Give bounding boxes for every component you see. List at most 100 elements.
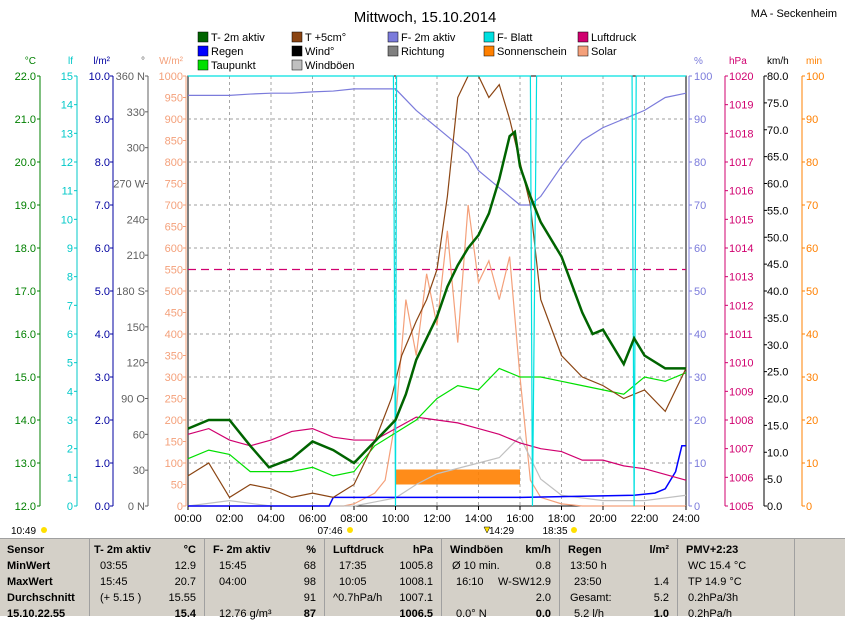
press-axis-tick-label: 1019: [729, 100, 753, 112]
dir-axis-tick-label: 0 N: [128, 501, 145, 513]
press-axis-tick-label: 1017: [729, 157, 753, 169]
temp-axis-tick-label: 22.0: [15, 71, 36, 83]
series-sonnenschein: [395, 469, 520, 485]
solar-axis-tick-label: 300: [165, 372, 183, 384]
temp-axis-tick-label: 12.0: [15, 501, 36, 513]
legend-swatch: [577, 45, 589, 57]
stats-press-max: 1008.1: [399, 576, 433, 588]
wind-axis-tick-label: 10.0: [767, 447, 788, 459]
lf-axis-tick-label: 6: [67, 329, 73, 341]
dir-axis-tick-label: 330: [127, 107, 145, 119]
temp-axis-tick-label: 13.0: [15, 458, 36, 470]
solar-axis-tick-label: 250: [165, 394, 183, 406]
solar-axis-tick-label: 500: [165, 286, 183, 298]
press-axis-tick-label: 1010: [729, 358, 753, 370]
dir-axis-tick-label: 150: [127, 322, 145, 334]
stats-rain-last-value: 1.4: [653, 576, 669, 588]
wind-axis-tick-label: 50.0: [767, 232, 788, 244]
stats-temp-avg-extra: (+ 5.15 ): [100, 592, 142, 604]
press-axis-tick-label: 1005: [729, 501, 753, 513]
legend: T- 2m aktiv T +5cm° F- 2m aktiv F- Blatt Luf…: [197, 31, 637, 72]
temp-axis-tick-label: 21.0: [15, 114, 36, 126]
rain-axis-tick-label: 10.0: [89, 71, 110, 83]
legend-swatch: [387, 31, 399, 43]
legend-label: Regen: [211, 46, 243, 58]
stats-date-label: 15.10.22.55: [7, 608, 66, 620]
legend-swatch: [291, 31, 303, 43]
stats-pressure: Luftdruck hPa 17:35 1005.8 10:05 1008.1 ^0.…: [325, 539, 442, 620]
legend-swatch: [483, 31, 495, 43]
stats-hum-avg: 91: [303, 592, 316, 604]
statistics-panel: Sensor MinWert MaxWert Durchschnitt 15.1…: [0, 538, 845, 620]
stats-avg-label: Durchschnitt: [7, 592, 75, 604]
stats-temp-max: 20.7: [174, 576, 196, 588]
solar-axis-tick-label: 950: [165, 93, 183, 105]
dir-axis-unit: °: [141, 56, 145, 67]
x-tick-label: 16:00: [506, 513, 534, 525]
solar-axis-tick-label: 1000: [159, 71, 183, 83]
series-solar: [188, 204, 686, 507]
legend-swatch: [197, 45, 209, 57]
solar-axis-tick-label: 550: [165, 265, 183, 277]
stats-temp-max-time: 15:45: [100, 576, 128, 588]
rain-axis-tick-label: 3.0: [95, 372, 110, 384]
stats-rain-last: 1.0: [653, 608, 669, 620]
temp-axis-tick-label: 20.0: [15, 157, 36, 169]
station-name: MA - Seckenheim: [751, 8, 837, 20]
x-tick-label: 10:00: [382, 513, 410, 525]
wind-axis-tick-label: 80.0: [767, 71, 788, 83]
lf-axis-tick-label: 4: [67, 386, 73, 398]
moon-marker: [41, 527, 47, 533]
stats-wind-max-dir: W-SW: [498, 576, 530, 588]
stats-press-trend-1h: 0.2hPa/h: [688, 608, 733, 620]
legend-label: Solar: [591, 46, 617, 58]
moon-time-label: 10:49: [11, 526, 36, 537]
series-taupunkt: [187, 367, 687, 477]
hum-axis-unit: %: [694, 56, 703, 67]
temp-axis-tick-label: 16.0: [15, 329, 36, 341]
series-f-2m-aktiv: [188, 88, 687, 206]
legend-label: Luftdruck: [591, 32, 637, 44]
hum-axis-tick-label: 0: [694, 501, 700, 513]
x-tick-label: 06:00: [299, 513, 327, 525]
legend-label: Taupunkt: [211, 60, 256, 72]
series-t-2m-aktiv: [187, 129, 686, 469]
stats-press-head: Luftdruck: [333, 544, 384, 556]
dir-axis-tick-label: 240: [127, 214, 145, 226]
legend-label: Sonnenschein: [497, 46, 567, 58]
hum-axis-tick-label: 100: [694, 71, 712, 83]
dir-axis-tick-label: 120: [127, 358, 145, 370]
legend-swatch: [197, 59, 209, 71]
stats-rain-duration: 13:50 h: [570, 560, 607, 572]
series-luftdruck: [187, 416, 687, 481]
lf-axis-tick-label: 9: [67, 243, 73, 255]
x-tick-label: 20:00: [589, 513, 617, 525]
noon-time-label: 14:29: [489, 526, 514, 537]
hum-axis-tick-label: 90: [694, 114, 706, 126]
stats-press-trend-3h: 0.2hPa/3h: [688, 592, 739, 604]
stats-humidity: F- 2m aktiv% 15:45 68 04:00 98 91 12.76 g/…: [205, 539, 325, 620]
x-axis: 00:00 02:00 04:00 06:00 08:00 10:00 12:00 14:00…: [11, 506, 700, 537]
rain-axis-tick-label: 4.0: [95, 329, 110, 341]
wind-axis-tick-label: 20.0: [767, 394, 788, 406]
stats-spare: [795, 539, 845, 616]
hum-axis-tick-label: 50: [694, 286, 706, 298]
stats-hum-max-time: 04:00: [219, 576, 247, 588]
solar-axis-tick-label: 650: [165, 222, 183, 234]
lf-axis-tick-label: 5: [67, 358, 73, 370]
min-axis-tick-label: 100: [806, 71, 824, 83]
stats-dewpoint: TP 14.9 °C: [688, 576, 742, 588]
stats-wind-avg-label: Ø 10 min.: [452, 560, 500, 572]
sunset-time-label: 18:35: [542, 526, 567, 537]
temp-axis-unit: °C: [25, 56, 36, 67]
min-axis-tick-label: 60: [806, 243, 818, 255]
x-tick-label: 18:00: [548, 513, 576, 525]
stats-press-unit: hPa: [412, 544, 433, 556]
stats-max-label: MaxWert: [7, 576, 53, 588]
stats-press-max-time: 10:05: [339, 576, 367, 588]
wind-axis-unit: km/h: [767, 56, 789, 67]
sunrise-time-label: 07:46: [317, 526, 342, 537]
stats-rain-head: Regen: [568, 544, 602, 556]
hum-axis-tick-label: 70: [694, 200, 706, 212]
press-axis-tick-label: 1014: [729, 243, 753, 255]
